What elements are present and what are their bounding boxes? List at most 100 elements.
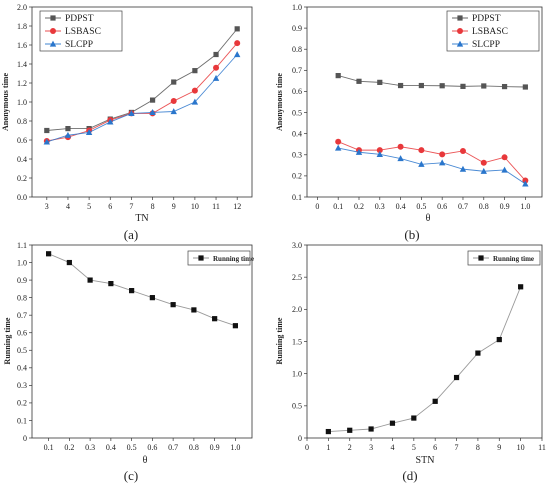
data-point [128, 110, 135, 116]
legend-box [187, 250, 251, 266]
y-tick-label: 0.5 [292, 108, 302, 117]
x-tick-label: 10 [517, 443, 525, 452]
data-point [233, 51, 241, 58]
x-tick-label: 5 [87, 202, 91, 211]
x-tick-label: 11 [212, 202, 220, 211]
y-tick-label: 0.7 [292, 66, 302, 75]
x-tick-label: 3 [369, 443, 373, 452]
legend-label: SLCPP [472, 40, 500, 50]
y-tick-label: 0.9 [17, 276, 27, 285]
y-tick-label: 0.1 [17, 416, 27, 425]
data-point [439, 83, 445, 89]
x-axis-label: θ [143, 455, 148, 466]
data-point [234, 40, 241, 47]
data-point [356, 78, 362, 84]
data-point [397, 143, 404, 150]
legend-marker [478, 255, 484, 261]
y-tick-label: 0.2 [17, 399, 27, 408]
x-tick-label: 0.2 [354, 202, 364, 211]
x-tick-label: 1 [326, 443, 330, 452]
legend-label: SLCPP [65, 40, 93, 50]
x-tick-label: 8 [476, 443, 480, 452]
legend-marker [49, 40, 57, 47]
data-point [46, 251, 52, 257]
data-point [192, 68, 198, 74]
y-tick-label: 0.2 [292, 172, 302, 181]
series-line [328, 286, 522, 433]
data-point [149, 295, 155, 301]
y-tick-label: 0.3 [292, 151, 302, 160]
y-tick-label: 1.5 [292, 337, 302, 346]
data-point [368, 426, 374, 432]
y-tick-label: 0.7 [17, 311, 27, 320]
data-point [522, 180, 529, 187]
plot-frame [306, 244, 543, 439]
data-point [325, 428, 331, 435]
x-tick-label: 7 [129, 202, 133, 211]
data-point [170, 108, 177, 115]
chart-panel: 0 0.5 1.0 1.5 2.0 2.5 3.0 0 1 2 3 4 5 6 7 8 9 10 11 STN Runn… [275, 241, 546, 483]
data-point [397, 155, 404, 162]
data-point [334, 144, 342, 151]
x-tick-label: 0.6 [147, 443, 157, 452]
data-point [149, 109, 156, 116]
data-point [129, 288, 135, 294]
data-point [397, 82, 404, 89]
data-point [335, 138, 342, 145]
data-point [355, 148, 363, 155]
y-tick-label: 0.4 [292, 129, 302, 138]
x-tick-label: 1.0 [520, 202, 530, 211]
y-tick-label: 1.0 [292, 3, 302, 12]
data-point [501, 154, 508, 161]
y-tick-label: 1.8 [17, 22, 27, 31]
y-tick-label: 0.9 [292, 24, 302, 33]
data-point [376, 147, 383, 154]
data-point [170, 302, 176, 308]
x-tick-label: 9 [172, 202, 176, 211]
x-tick-label: 5 [412, 443, 416, 452]
legend-marker [457, 28, 463, 34]
x-tick-label: 0.4 [106, 443, 116, 452]
legend-label: LSBASC [472, 27, 508, 37]
x-tick-label: 11 [538, 443, 546, 452]
legend-marker [50, 28, 56, 34]
x-tick-label: 6 [433, 443, 437, 452]
panel-label: (d) [402, 468, 417, 483]
series-line [338, 141, 526, 181]
data-point [107, 118, 114, 125]
legend-label: PDPST [65, 14, 94, 24]
x-tick-label: 0.8 [189, 443, 199, 452]
series-line [338, 147, 526, 185]
data-point [496, 336, 502, 343]
y-tick-label: 0 [298, 434, 302, 443]
y-tick-label: 0.6 [292, 87, 302, 96]
y-tick-label: 0.8 [17, 117, 27, 126]
y-axis-label: Running time [275, 317, 284, 364]
x-tick-label: 0 [315, 202, 319, 211]
data-point [480, 167, 487, 174]
y-tick-label: 1.0 [292, 369, 302, 378]
y-tick-label: 0.4 [17, 364, 27, 373]
legend-label: PDPST [472, 14, 501, 24]
y-tick-label: 1.2 [17, 79, 27, 88]
x-tick-label: 4 [66, 202, 70, 211]
legend-label: LSBASC [65, 27, 101, 37]
panel-label: (c) [124, 468, 138, 483]
series-line [46, 28, 238, 131]
y-tick-label: 0.1 [292, 193, 302, 202]
y-tick-label: 0.8 [17, 293, 27, 302]
legend-marker [50, 15, 56, 21]
data-point [149, 97, 156, 103]
y-tick-label: 0.2 [17, 174, 27, 183]
x-tick-label: 1.0 [230, 443, 240, 452]
y-tick-label: 0.8 [292, 45, 302, 54]
x-tick-label: 0.3 [375, 202, 385, 211]
data-point [480, 159, 487, 166]
x-tick-label: 12 [233, 202, 241, 211]
x-tick-label: 0.9 [210, 443, 220, 452]
y-tick-label: 1.6 [17, 41, 27, 50]
series-line [46, 42, 238, 142]
data-point [418, 82, 424, 89]
x-tick-label: 0.7 [168, 443, 178, 452]
x-tick-label: 0.5 [127, 443, 137, 452]
